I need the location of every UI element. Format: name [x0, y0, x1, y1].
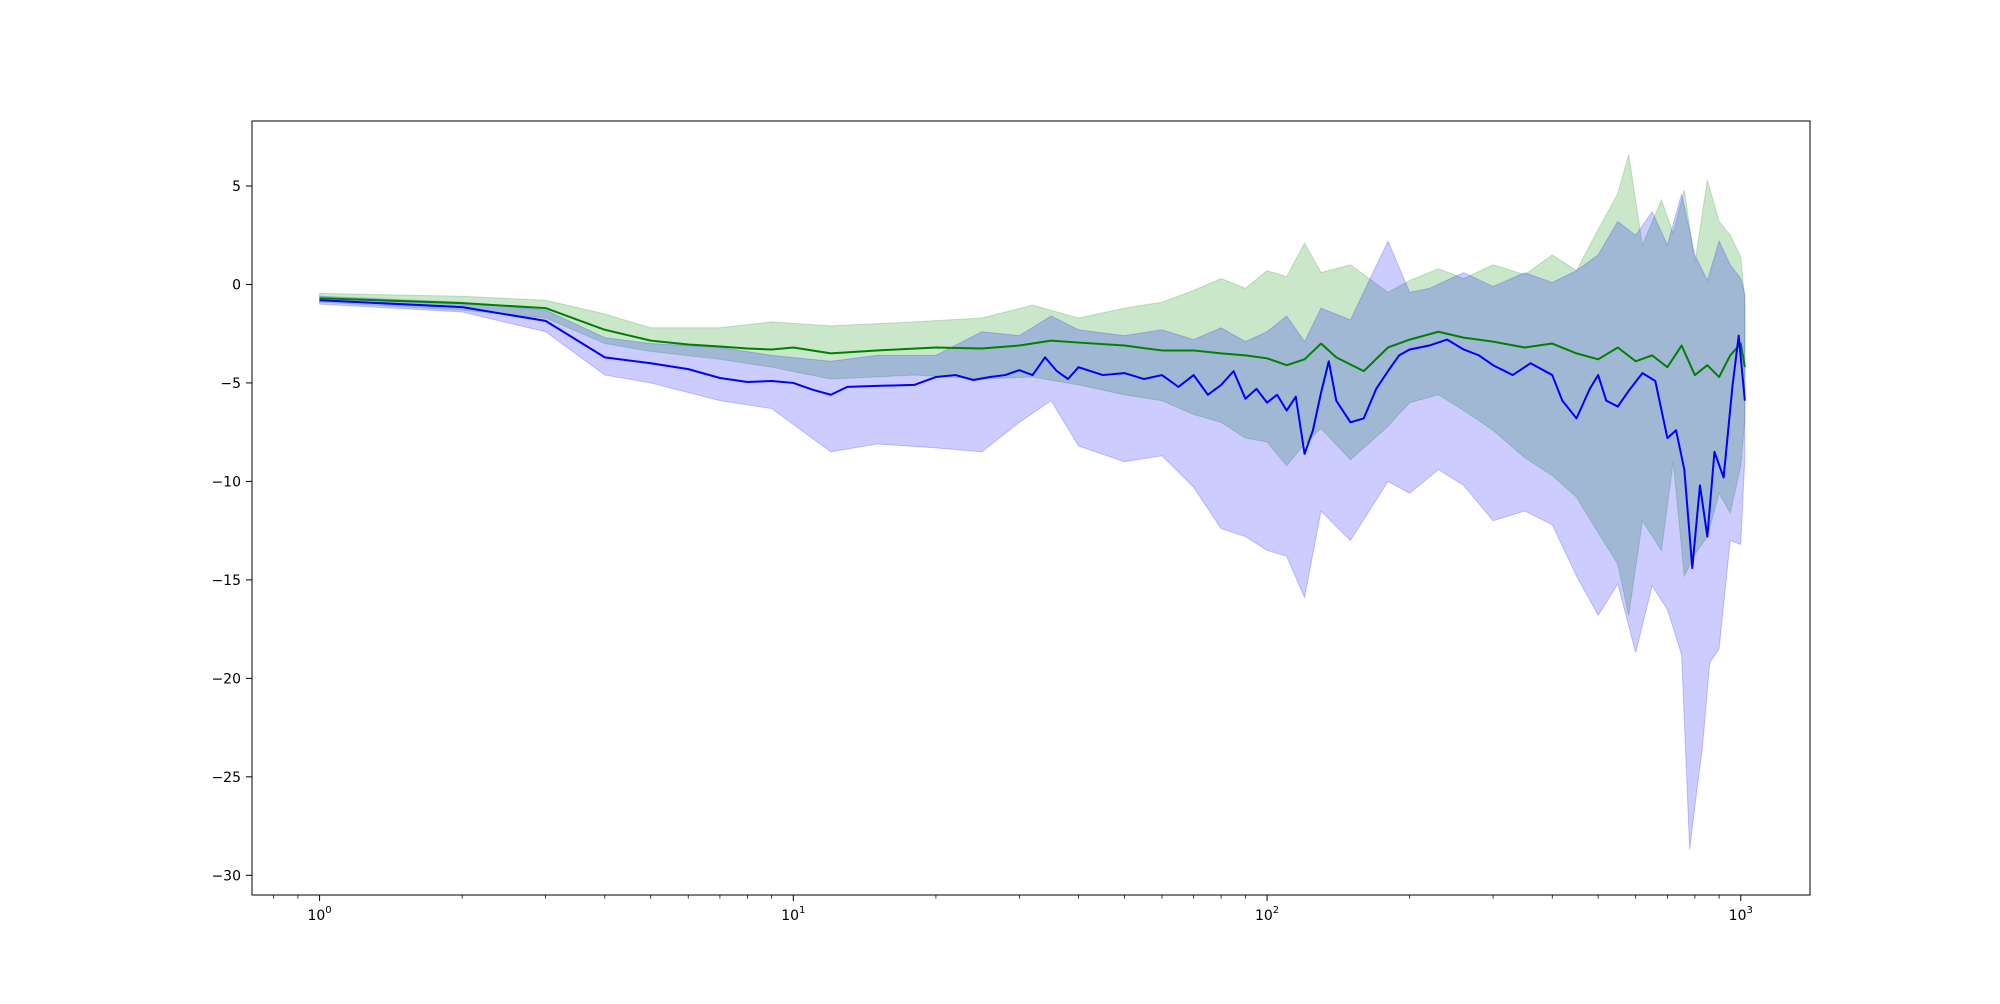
y-tick-label: −25 [211, 770, 241, 786]
y-tick-label: 5 [232, 179, 241, 195]
x-tick-label: 103 [1729, 905, 1753, 924]
confidence-bands [319, 154, 1746, 850]
series-lines [319, 297, 1746, 570]
x-tick-label: 101 [781, 905, 805, 924]
x-tick-label: 102 [1255, 905, 1279, 924]
y-tick-label: −10 [211, 474, 241, 490]
x-tick-label: 100 [307, 905, 331, 924]
plot-area-frame [251, 120, 1811, 896]
series-0-line [319, 297, 1746, 379]
series-0-band [319, 154, 1746, 616]
y-tick-label: −20 [211, 671, 241, 687]
x-axis: 100 101 102 103 [273, 895, 1753, 924]
series-1-line [319, 299, 1746, 570]
y-axis: 5 0 −5 −10 −15 −20 −25 −30 [211, 179, 252, 884]
y-tick-label: 0 [232, 277, 241, 293]
y-tick-label: −30 [211, 868, 241, 884]
y-tick-label: −5 [220, 376, 241, 392]
series-1-band [319, 193, 1746, 850]
y-tick-label: −15 [211, 573, 241, 589]
